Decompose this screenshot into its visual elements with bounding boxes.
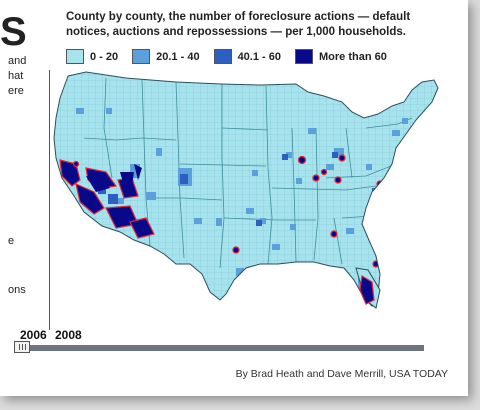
legend-swatch — [294, 49, 313, 64]
us-county-map[interactable] — [46, 68, 466, 328]
legend-item: 40.1 - 60 — [213, 49, 281, 64]
headline-fragment: S — [0, 10, 27, 54]
timeline-slider-handle[interactable] — [14, 341, 30, 353]
counties-over-60-no-outline — [86, 164, 142, 192]
legend-label: 0 - 20 — [90, 50, 119, 63]
state-boundaries — [83, 77, 413, 269]
panel-divider — [49, 70, 50, 330]
grip-line — [21, 344, 23, 350]
legend-item: 20.1 - 40 — [132, 49, 200, 64]
body-text-fragment: and — [8, 55, 27, 67]
body-text-fragment: e — [8, 235, 15, 247]
body-text-fragment: ere — [8, 85, 24, 97]
year-label-selected[interactable]: 2008 — [55, 328, 82, 342]
legend-swatch — [66, 49, 84, 64]
interactive-card: S and hat ere e ons County by county, th… — [0, 0, 468, 396]
legend-label: More than 60 — [318, 50, 387, 63]
legend-label: 20.1 - 40 — [156, 50, 200, 63]
byline: By Brad Heath and Dave Merrill, USA TODA… — [235, 368, 448, 380]
legend-item: More than 60 — [294, 49, 387, 64]
body-text-fragment: ons — [8, 284, 26, 296]
grip-line — [24, 344, 26, 350]
legend-swatch — [132, 49, 151, 64]
year-label[interactable]: 2006 — [20, 328, 47, 342]
map-title: County by county, the number of foreclos… — [66, 11, 411, 38]
previous-panel-fragment: S and hat ere e ons — [0, 0, 50, 320]
legend: 0 - 20 20.1 - 40 40.1 - 60 More than 60 — [66, 49, 401, 64]
legend-swatch — [213, 49, 232, 64]
legend-label: 40.1 - 60 — [237, 50, 281, 63]
grip-line — [18, 344, 20, 350]
body-text-fragment: hat — [8, 70, 24, 82]
timeline-track[interactable] — [14, 345, 424, 351]
us-map-svg[interactable] — [46, 68, 466, 328]
legend-item: 0 - 20 — [66, 49, 118, 64]
florida-hotspots — [359, 275, 375, 305]
